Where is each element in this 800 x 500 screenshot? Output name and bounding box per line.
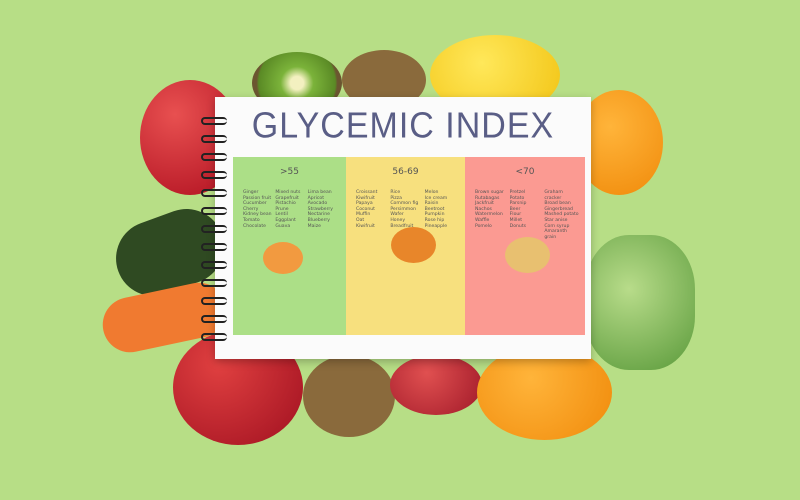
- food-item: Brown sugar: [475, 190, 504, 195]
- food-item: Cucumber: [243, 201, 267, 207]
- orange-bottom: [477, 345, 612, 440]
- food-item: Papaya: [356, 201, 373, 207]
- food-item: Rice: [390, 190, 401, 195]
- food-item: Pistachio: [275, 201, 296, 207]
- food-item: Broad bean: [544, 201, 571, 207]
- food-illustration: [263, 242, 303, 274]
- food-item: Parsnip: [509, 201, 527, 207]
- food-item: Melon: [424, 190, 439, 195]
- food-item: Pretzel: [509, 190, 526, 195]
- food-item: Lentil: [275, 212, 288, 218]
- food-item: Potato: [509, 195, 525, 201]
- food-item: Pumpkin: [424, 212, 445, 218]
- food-item: Ginger: [243, 190, 259, 195]
- food-item: Tomato: [243, 217, 260, 223]
- apple-bottom: [390, 355, 482, 415]
- food-item: Millet: [509, 217, 523, 223]
- food-item: Prune: [275, 206, 289, 212]
- food-item: Maize: [307, 223, 321, 229]
- food-item: Pineapple: [424, 223, 448, 229]
- food-item: Strawberry: [307, 206, 333, 212]
- food-item: Watermelon: [475, 212, 503, 218]
- column-heading: 56-69: [392, 167, 419, 177]
- food-item: Star anise: [544, 217, 568, 223]
- gi-column: 56-69 Croissant Kiwifruit Papaya Coconut Muff…: [346, 157, 465, 335]
- food-item: Gingerbread: [544, 206, 573, 212]
- page-title: GLYCEMIC INDEX: [251, 106, 555, 146]
- food-item: Kiwifruit: [356, 195, 375, 201]
- food-item: Eggplant: [275, 217, 296, 223]
- food-item: Passion fruit: [243, 195, 272, 201]
- food-item: Corn syrup: [544, 223, 570, 229]
- food-item: Coconut: [356, 206, 375, 212]
- food-item: Common fig: [390, 201, 419, 207]
- food-item: Kidney bean: [243, 212, 272, 218]
- food-item: Raisin: [424, 201, 439, 207]
- food-item: Beetroot: [424, 206, 445, 212]
- food-item: Croissant: [356, 190, 378, 195]
- food-item: Flour: [509, 212, 522, 218]
- column-heading: >55: [280, 167, 299, 177]
- lettuce: [585, 235, 695, 370]
- glycemic-index-notebook: GLYCEMIC INDEX >55 Ginger Passion fruit Cuc…: [201, 97, 591, 359]
- food-item: Guava: [275, 223, 291, 229]
- food-item: Chocolate: [243, 223, 266, 229]
- food-item: Beer: [509, 206, 521, 212]
- food-item: Apricot: [307, 195, 325, 201]
- food-item: Nectarine: [307, 212, 330, 218]
- food-item: Pomelo: [475, 223, 492, 229]
- food-item: Kiwifruit: [356, 223, 375, 229]
- food-item: Avocado: [307, 201, 328, 207]
- food-item: Graham cracker: [544, 190, 563, 201]
- food-illustration: [391, 227, 436, 263]
- food-item: Oat: [356, 217, 365, 223]
- food-item: Waffle: [475, 217, 490, 223]
- food-illustration: [505, 237, 550, 273]
- food-item: Jackfruit: [475, 201, 494, 207]
- food-item: Donuts: [509, 223, 527, 229]
- food-item: Grapefruit: [275, 195, 299, 201]
- food-item: Amaranth grain: [544, 229, 568, 240]
- food-item: Mixed nuts: [275, 190, 301, 195]
- food-item: Nachos: [475, 206, 492, 212]
- food-item: Wafer: [390, 212, 404, 218]
- food-item: Rose hip: [424, 217, 445, 223]
- gi-column: <70 Brown sugar Rutabagas Jackfruit Nachos Wa…: [465, 157, 585, 335]
- food-item: Persimmon: [390, 206, 416, 212]
- column-heading: <70: [515, 167, 535, 177]
- food-item: Muffin: [356, 212, 371, 218]
- gi-column: >55 Ginger Passion fruit Cucumber Cherry Kidn…: [233, 157, 346, 335]
- food-item: Blueberry: [307, 217, 330, 223]
- food-item: Pizza: [390, 195, 402, 201]
- food-item: Cherry: [243, 206, 259, 212]
- kiwi-bottom: [303, 355, 395, 437]
- food-item: Mashed potato: [544, 212, 579, 218]
- food-item: Ice cream: [424, 195, 448, 201]
- food-item: Breadfruit: [390, 223, 414, 229]
- food-item: Honey: [390, 217, 406, 223]
- food-item: Rutabagas: [475, 195, 500, 201]
- food-item: Lima bean: [307, 190, 332, 195]
